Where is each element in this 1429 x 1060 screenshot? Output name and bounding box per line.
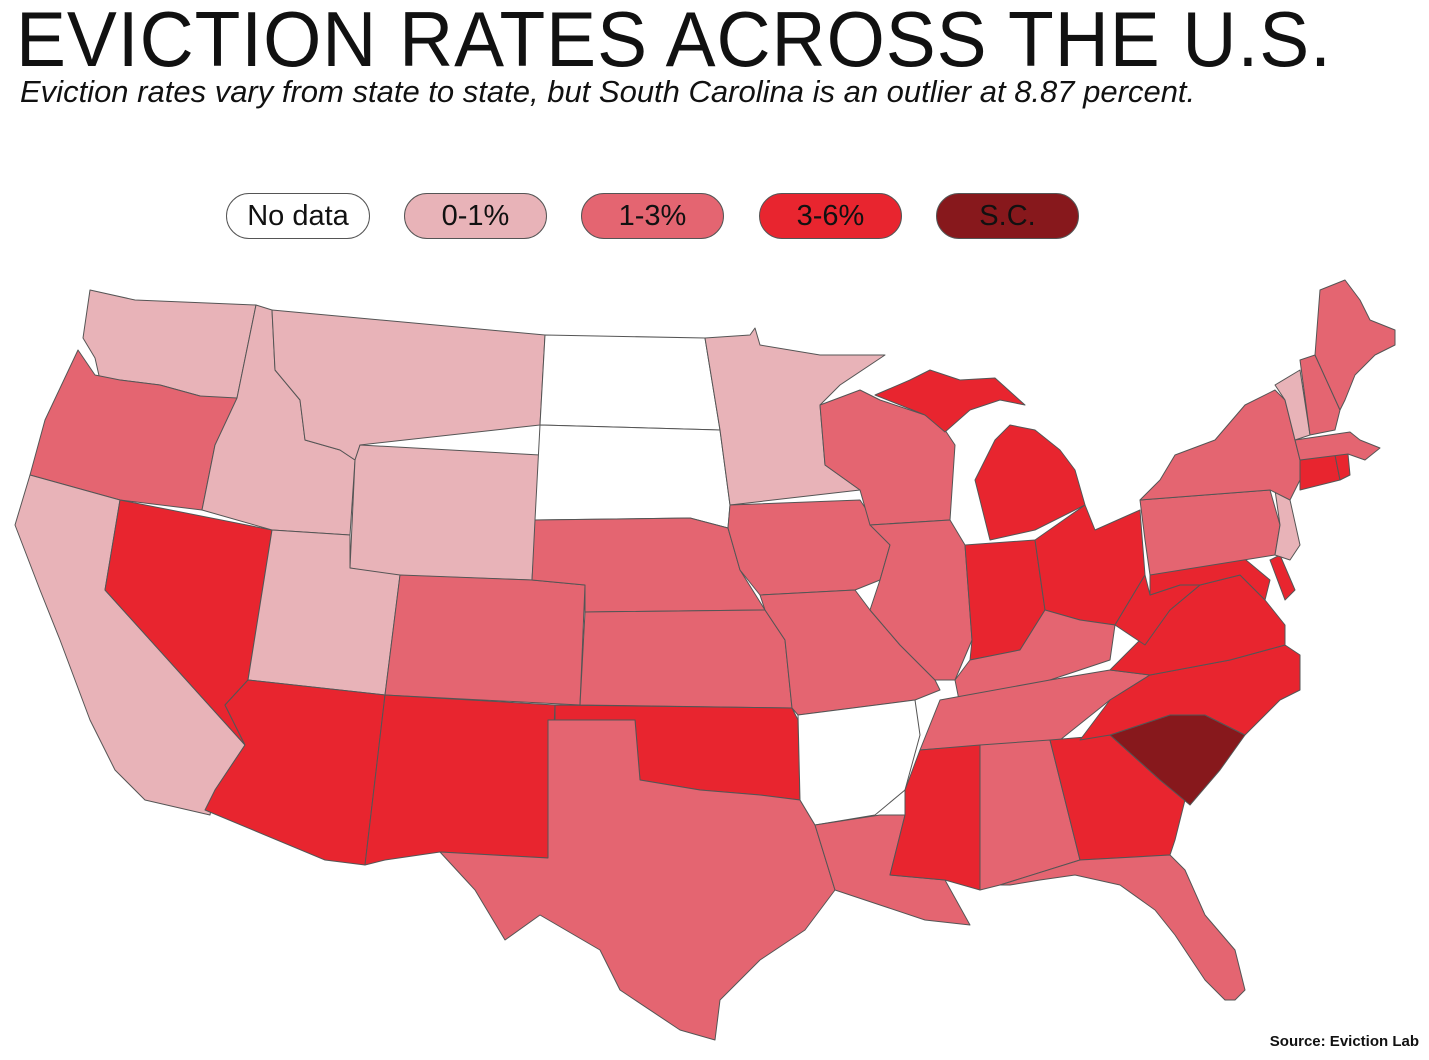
state-michigan [974, 424, 1086, 541]
state-arizona [204, 679, 386, 866]
state-illinois [869, 519, 973, 681]
state-michigan-up [874, 369, 1026, 433]
state-new-hampshire [1299, 354, 1341, 436]
state-wyoming [349, 444, 541, 581]
page-title: EVICTION RATES ACROSS THE U.S. [16, 0, 1332, 83]
state-pennsylvania [1139, 489, 1281, 576]
state-missouri [759, 589, 941, 716]
state-connecticut [1299, 454, 1341, 491]
state-kansas [579, 609, 793, 709]
state-north-dakota [539, 334, 721, 431]
state-texas [439, 719, 836, 1041]
state-delaware [1269, 554, 1296, 601]
state-iowa [727, 499, 891, 596]
state-louisiana [814, 814, 971, 926]
legend-item-3-6-percent: 3-6% [759, 193, 902, 239]
state-colorado [384, 574, 586, 706]
state-new-york [1139, 389, 1301, 501]
us-states-map [14, 279, 1396, 1041]
state-vermont [1274, 369, 1311, 441]
state-arkansas [797, 699, 921, 826]
legend-item-no-data: No data [226, 193, 370, 239]
legend-item-1-3-percent: 1-3% [581, 193, 724, 239]
source-note: Source: Eviction Lab [1269, 1033, 1419, 1050]
legend-item-0-1-percent: 0-1% [404, 193, 547, 239]
state-maryland [1149, 554, 1271, 601]
state-new-mexico [364, 694, 556, 866]
state-south-dakota [534, 424, 731, 529]
state-montana [271, 309, 546, 461]
page-subtitle: Eviction rates vary from state to state,… [20, 74, 1196, 109]
state-massachusetts [1294, 431, 1381, 461]
state-maine [1314, 279, 1396, 411]
state-florida [999, 854, 1246, 1001]
legend-item-sc: S.C. [936, 193, 1079, 239]
